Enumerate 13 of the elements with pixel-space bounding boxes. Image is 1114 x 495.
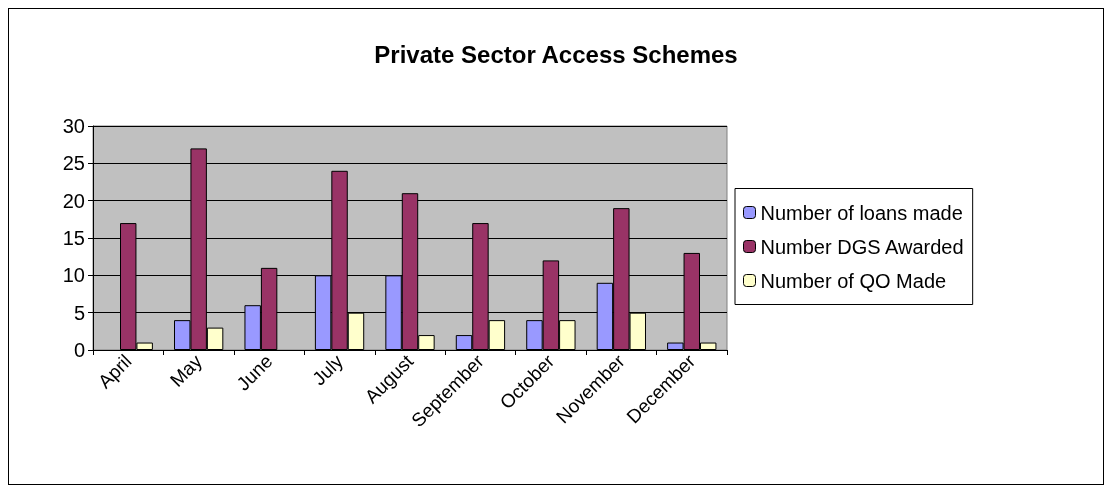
y-tick-label: 20	[62, 189, 85, 212]
legend-label: Number DGS Awarded	[760, 235, 964, 258]
legend-label: Number of QO Made	[760, 269, 947, 292]
y-tick-label: 25	[62, 152, 85, 175]
y-tick-label: 0	[73, 339, 85, 361]
y-tick-label: 30	[62, 115, 85, 137]
y-tick-label: 10	[62, 264, 85, 287]
y-tick-label: 15	[62, 227, 85, 249]
chart-title: Private Sector Access Schemes	[374, 40, 738, 68]
x-tick-label: May	[165, 350, 207, 391]
legend-label: Number of loans made	[760, 201, 963, 224]
y-tick-label: 5	[73, 301, 85, 324]
x-tick-label: July	[308, 350, 348, 390]
